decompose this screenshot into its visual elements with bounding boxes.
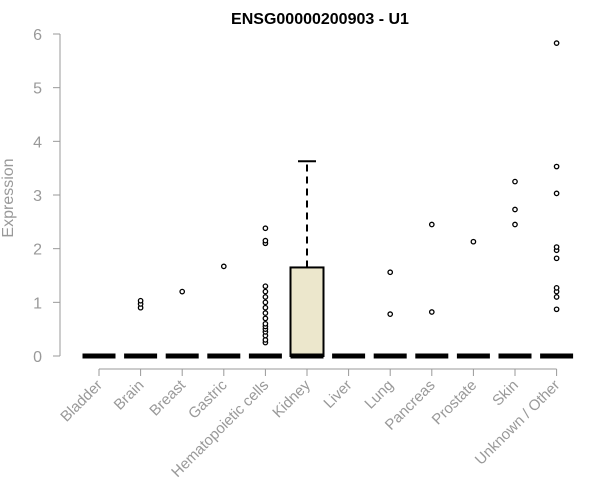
box-hematopoietic-cells (248, 225, 282, 359)
box-prostate (456, 238, 490, 359)
box-lung (373, 269, 407, 359)
axes-group: 0 1 2 3 4 5 6 (33, 27, 558, 376)
outlier-point (553, 306, 560, 313)
box-pancreas (415, 221, 449, 359)
box-brain (124, 297, 158, 359)
box-gastric (207, 263, 241, 359)
box-iqr (289, 266, 325, 358)
outlier-point (262, 320, 269, 327)
outlier-point (428, 221, 435, 228)
outlier-point (512, 178, 518, 185)
outlier-point (553, 244, 560, 250)
outlier-point (262, 283, 269, 290)
outlier-point (179, 288, 186, 295)
outlier-point (470, 238, 477, 245)
y-tick-label: 5 (33, 81, 42, 98)
y-tick-label: 6 (33, 27, 42, 44)
outlier-point (137, 297, 144, 304)
x-tick-label: Breast (146, 376, 189, 419)
outlier-point (553, 255, 560, 262)
outlier-point (262, 294, 269, 300)
y-tick-label: 3 (33, 188, 42, 205)
y-tick-label: 2 (33, 242, 42, 259)
outlier-point (553, 40, 560, 46)
outlier-point (262, 310, 269, 316)
box-kidney (289, 160, 325, 359)
outlier-point (553, 284, 560, 291)
boxes-group (82, 40, 574, 359)
outlier-point (262, 315, 269, 322)
x-tick-label: Skin (489, 377, 522, 410)
outlier-point (512, 221, 518, 228)
x-tick-label: Liver (320, 377, 355, 412)
x-tick-label: Lung (361, 377, 397, 413)
outlier-point (553, 190, 560, 197)
box-unknown-other (540, 40, 574, 359)
outlier-point (428, 309, 435, 315)
outlier-point (553, 163, 560, 170)
y-axis-label: Expression (0, 158, 17, 237)
box-skin (498, 178, 532, 359)
outlier-point (387, 269, 394, 276)
x-tick-label: Bladder (57, 377, 106, 426)
outlier-point (262, 225, 269, 232)
outlier-point (262, 288, 269, 295)
x-tick-label: Kidney (269, 376, 314, 421)
y-tick-label: 1 (33, 295, 42, 312)
outlier-point (220, 263, 227, 270)
y-tick-label: 4 (33, 134, 42, 151)
outlier-point (553, 294, 560, 300)
outlier-point (387, 311, 394, 317)
outlier-point (262, 237, 269, 244)
outlier-point (262, 304, 269, 311)
chart-title: ENSG00000200903 - U1 (231, 11, 409, 28)
outlier-point (262, 299, 269, 306)
outlier-point (512, 206, 518, 213)
x-tick-label: Brain (111, 377, 148, 414)
box-breast (165, 288, 199, 359)
x-tick-label: Prostate (429, 377, 481, 429)
y-tick-label: 0 (33, 349, 42, 366)
